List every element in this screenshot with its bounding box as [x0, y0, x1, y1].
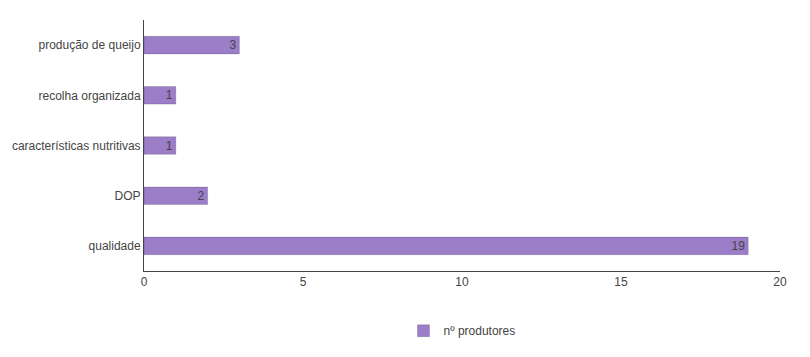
svg-text:19: 19 [732, 239, 746, 253]
svg-text:nº produtores: nº produtores [444, 324, 516, 338]
svg-text:características nutritivas: características nutritivas [12, 139, 141, 153]
svg-text:15: 15 [614, 275, 628, 289]
svg-text:3: 3 [229, 38, 236, 52]
svg-text:qualidade: qualidade [89, 239, 141, 253]
svg-text:0: 0 [141, 275, 148, 289]
svg-text:20: 20 [773, 275, 787, 289]
svg-text:10: 10 [455, 275, 469, 289]
svg-text:recolha organizada: recolha organizada [39, 89, 141, 103]
svg-text:1: 1 [166, 88, 173, 102]
svg-text:1: 1 [166, 139, 173, 153]
svg-text:2: 2 [198, 189, 205, 203]
svg-text:5: 5 [300, 275, 307, 289]
svg-text:DOP: DOP [115, 189, 141, 203]
svg-text:produção de queijo: produção de queijo [39, 38, 141, 52]
